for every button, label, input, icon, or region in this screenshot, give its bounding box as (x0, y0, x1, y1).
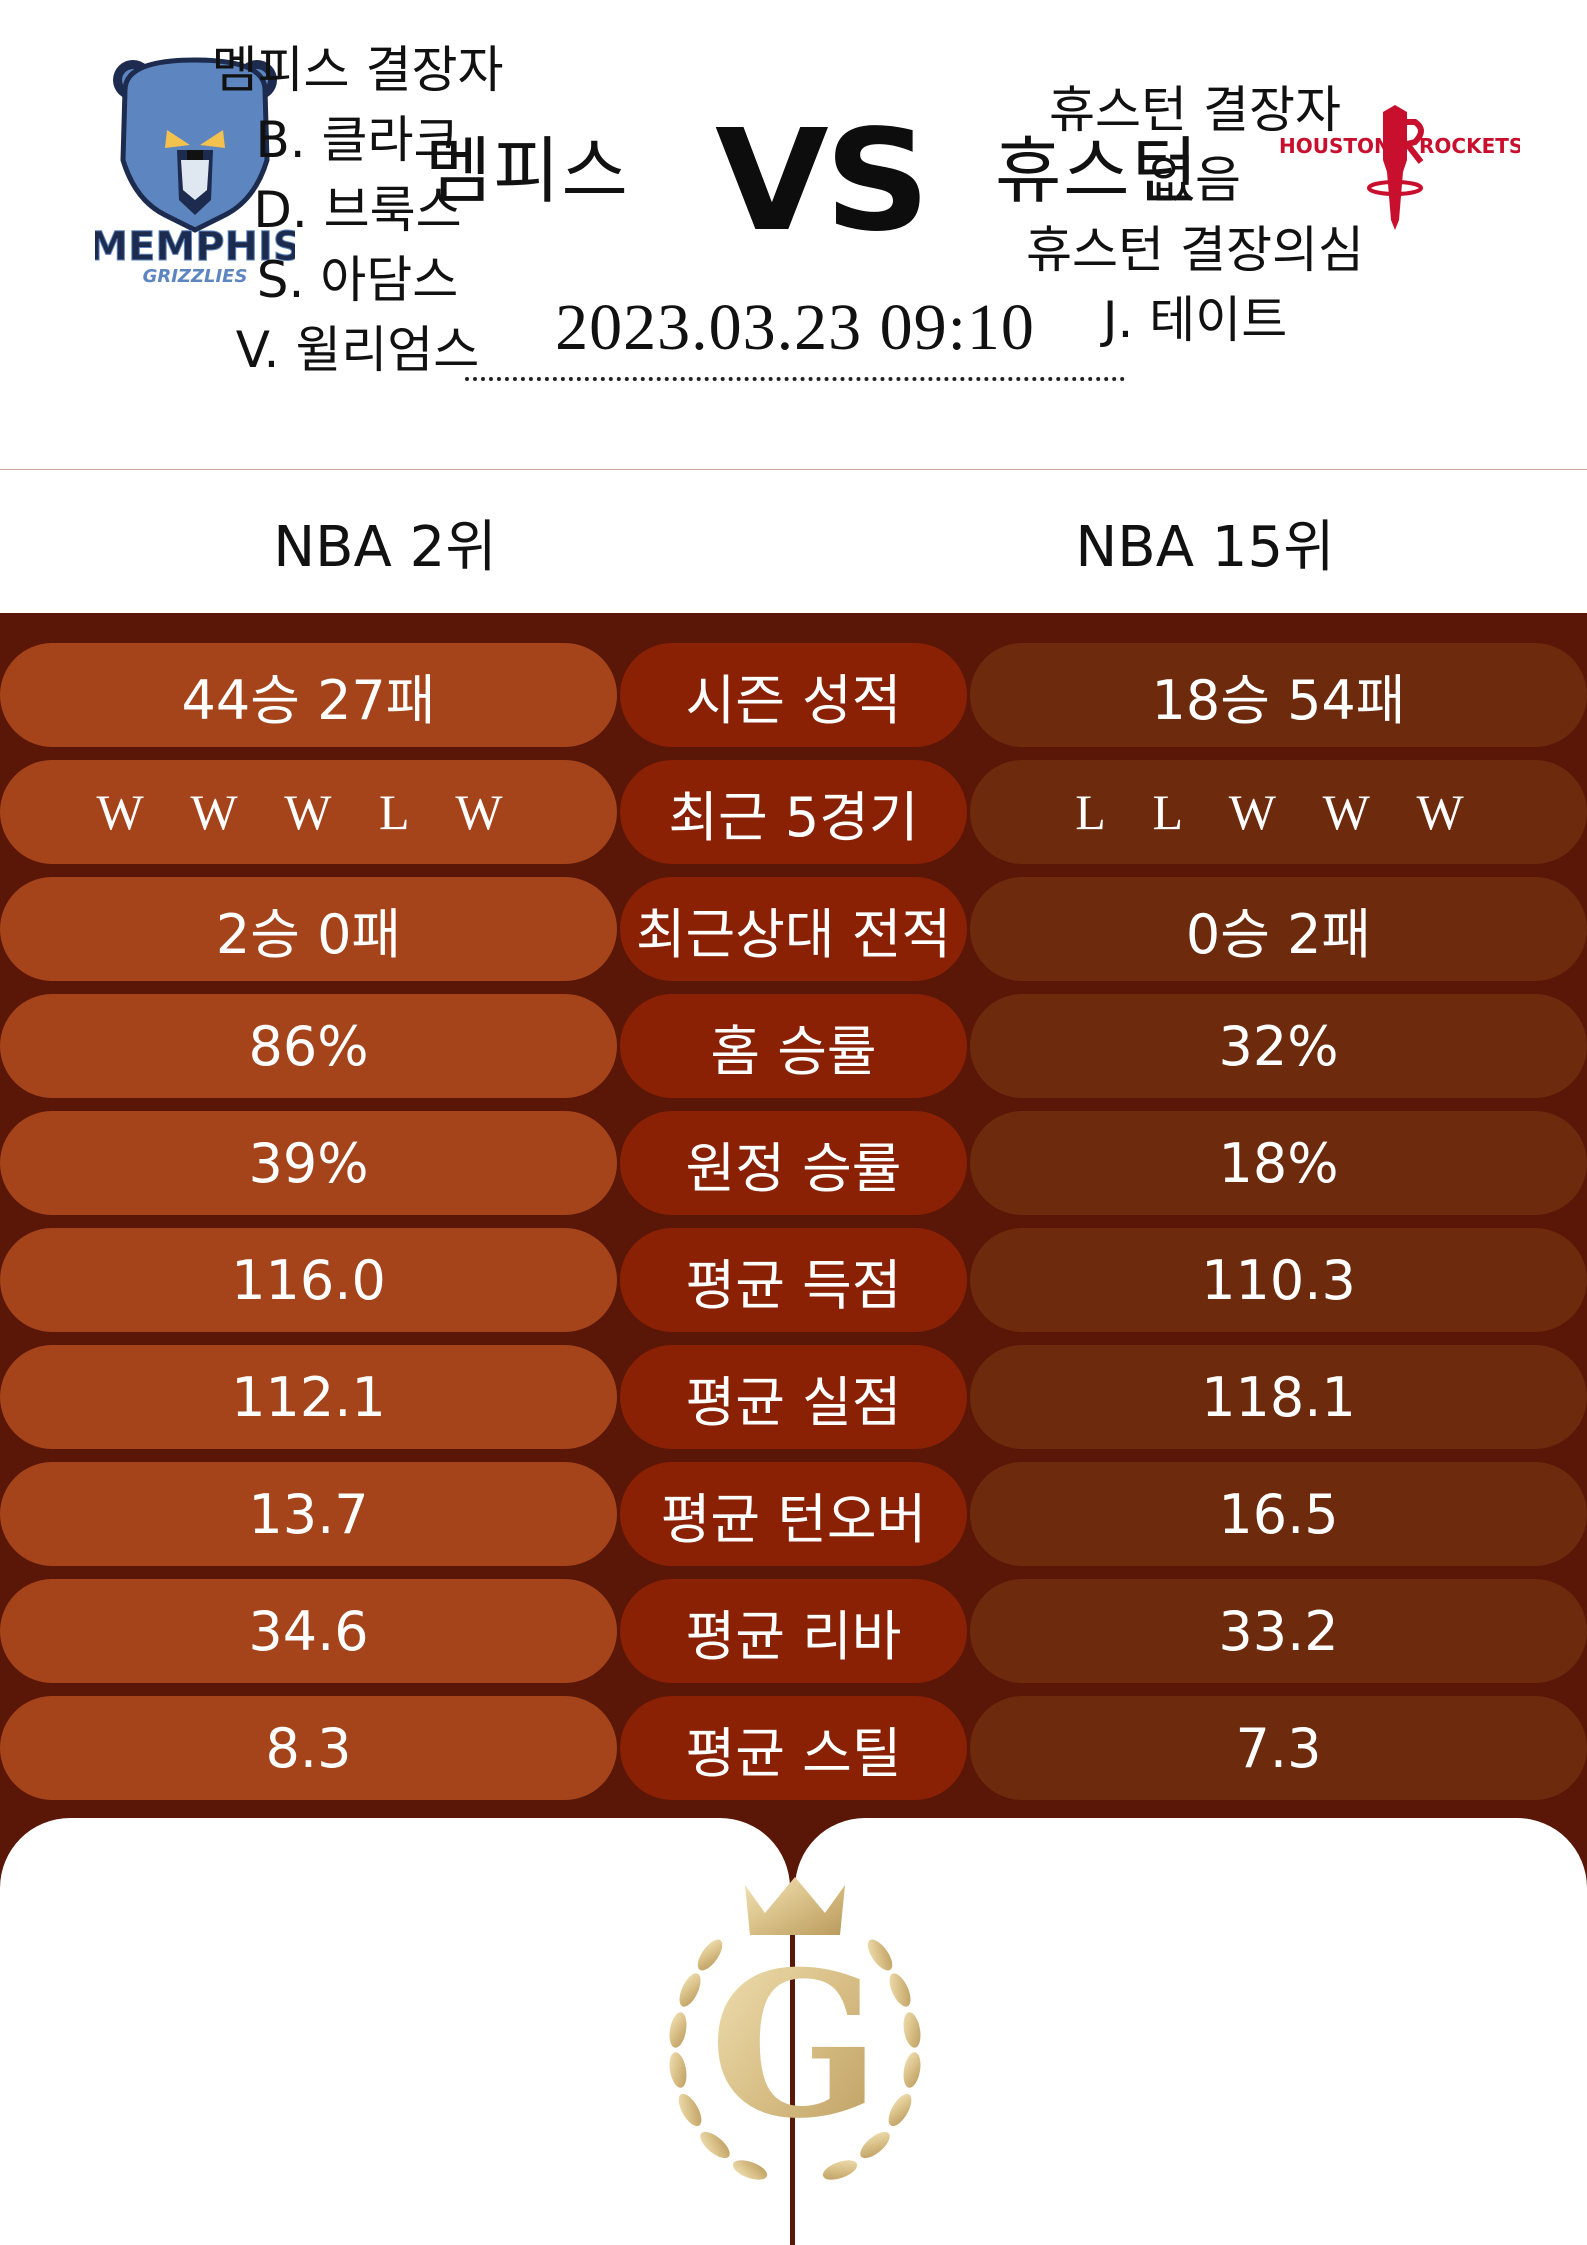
away-stat-value: 18% (970, 1111, 1587, 1215)
away-doubtful-title: 휴스턴 결장의심 (1026, 221, 1364, 279)
rockets-logo-text: ROCKETS (1419, 134, 1520, 158)
home-team-name: 멤피스 (425, 129, 630, 213)
datetime-underline (465, 377, 1125, 381)
vs-label: VS (714, 100, 930, 263)
away-stat-value: 118.1 (970, 1345, 1587, 1449)
away-stat-value: L L W W W (970, 760, 1587, 864)
home-stat-value: 34.6 (0, 1579, 617, 1683)
home-absent-player: S. 아담스 (256, 251, 459, 309)
home-stat-value: 8.3 (0, 1696, 617, 1800)
home-absent-player: V. 윌리엄스 (235, 321, 480, 379)
home-stat-value: 39% (0, 1111, 617, 1215)
stat-row-season-record: 44승 27패 시즌 성적 18승 54패 (0, 643, 1587, 747)
rank-row: NBA 2위 NBA 15위 (0, 470, 1587, 613)
home-stat-value: 86% (0, 994, 617, 1098)
stat-label: 원정 승률 (620, 1111, 967, 1215)
stat-label: 평균 턴오버 (620, 1462, 967, 1566)
stat-label: 평균 리바 (620, 1579, 967, 1683)
away-absences-title: 휴스턴 결장자 (1049, 81, 1341, 139)
home-absent-player: B. 클라크 (255, 111, 460, 169)
houston-logo-text: HOUSTON (1279, 134, 1391, 158)
away-absences-card (795, 1818, 1587, 2245)
home-stat-value: 116.0 (0, 1228, 617, 1332)
gold-laurel-crown-emblem: G (669, 1877, 921, 2180)
away-team-name: 휴스턴 (995, 129, 1200, 213)
away-stat-value: 110.3 (970, 1228, 1587, 1332)
home-absent-player: D. 브룩스 (253, 181, 462, 239)
match-header: MEMPHIS GRIZZLIES 멤피스 VS 휴스턴 HOUSTON ROC… (0, 0, 1587, 470)
away-stat-value: 32% (970, 994, 1587, 1098)
home-stat-value: 2승 0패 (0, 877, 617, 981)
home-stat-value: 13.7 (0, 1462, 617, 1566)
header-divider (0, 469, 1587, 470)
stat-row-avg-points: 116.0 평균 득점 110.3 (0, 1228, 1587, 1332)
stat-row-avg-rebounds: 34.6 평균 리바 33.2 (0, 1579, 1587, 1683)
grizzlies-logo-text: GRIZZLIES (143, 266, 248, 285)
stat-label: 평균 스틸 (620, 1696, 967, 1800)
stat-label: 시즌 성적 (620, 643, 967, 747)
stat-row-away-win-rate: 39% 원정 승률 18% (0, 1111, 1587, 1215)
emblem-letter: G (710, 1928, 881, 2163)
home-stat-value: 112.1 (0, 1345, 617, 1449)
home-stat-value: W W W L W (0, 760, 617, 864)
stat-row-avg-steals: 8.3 평균 스틸 7.3 (0, 1696, 1587, 1800)
home-stat-value: 44승 27패 (0, 643, 617, 747)
away-stat-value: 33.2 (970, 1579, 1587, 1683)
stat-label: 최근 5경기 (620, 760, 967, 864)
memphis-grizzlies-logo: MEMPHIS GRIZZLIES (95, 57, 295, 285)
away-stat-value: 18승 54패 (970, 643, 1587, 747)
away-stat-value: 16.5 (970, 1462, 1587, 1566)
stat-label: 최근상대 전적 (620, 877, 967, 981)
stats-table: 44승 27패 시즌 성적 18승 54패 W W W L W 최근 5경기 L… (0, 613, 1587, 1843)
stat-row-avg-allowed: 112.1 평균 실점 118.1 (0, 1345, 1587, 1449)
stat-row-home-win-rate: 86% 홈 승률 32% (0, 994, 1587, 1098)
home-absences-list: 멤피스 결장자 B. 클라크 D. 브룩스 S. 아담스 V. 윌리엄스 (185, 35, 530, 385)
home-rank: NBA 2위 (273, 515, 497, 580)
away-rank: NBA 15위 (1075, 515, 1335, 580)
stat-row-last-5: W W W L W 최근 5경기 L L W W W (0, 760, 1587, 864)
stat-label: 홈 승률 (620, 994, 967, 1098)
stat-row-avg-turnovers: 13.7 평균 턴오버 16.5 (0, 1462, 1587, 1566)
home-absences-title: 멤피스 결장자 (211, 41, 504, 99)
stat-row-head-to-head: 2승 0패 최근상대 전적 0승 2패 (0, 877, 1587, 981)
home-absences-card (0, 1818, 790, 2245)
stat-label: 평균 실점 (620, 1345, 967, 1449)
stat-label: 평균 득점 (620, 1228, 967, 1332)
away-absent-status: 없음 (1149, 151, 1241, 209)
away-stat-value: 7.3 (970, 1696, 1587, 1800)
match-datetime: 2023.03.23 09:10 (555, 291, 1035, 364)
away-doubtful-player: J. 테이트 (1102, 291, 1288, 349)
houston-rockets-logo: HOUSTON ROCKETS (1279, 105, 1520, 230)
away-absences-list: 휴스턴 결장자 없음 휴스턴 결장의심 J. 테이트 (975, 75, 1415, 355)
away-stat-value: 0승 2패 (970, 877, 1587, 981)
memphis-logo-text: MEMPHIS (95, 224, 295, 270)
